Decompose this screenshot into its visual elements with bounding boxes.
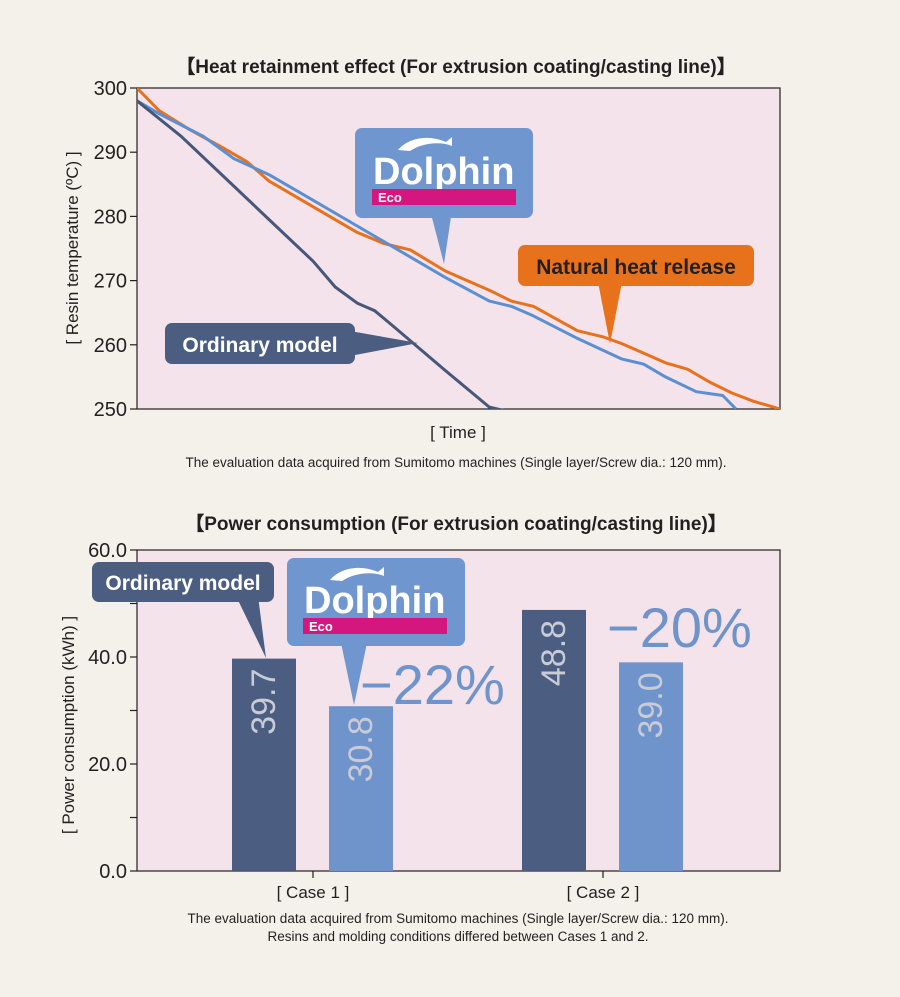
line-series-dolphin-eco [137,99,738,409]
dolphin-callout-pointer [430,210,452,264]
reduction-case-2: −20% [607,596,752,659]
natural-callout-pointer [598,282,622,344]
chart2-y-tick-label: 60.0 [88,540,127,562]
chart1-y-tick-label: 270 [94,271,127,293]
dolphin-callout-2-pointer [340,638,368,705]
chart1-lines [137,88,780,409]
eco-bar-2 [303,618,447,634]
chart1-y-tick-label: 280 [94,206,127,228]
chart1-y-tick-label: 260 [94,335,127,357]
eco-text: Eco [378,190,402,205]
dolphin-logo-text: Dolphin [373,151,514,193]
chart1-y-tick-label: 300 [94,78,127,100]
chart2-note-line-2: Resins and molding conditions differed b… [268,929,649,944]
chart2-title: 【Power consumption (For extrusion coatin… [185,512,727,535]
bar-value-label: 48.8 [535,620,573,686]
chart2-category-label: [ Case 2 ] [567,883,640,902]
line-series-natural-heat-release [137,88,780,409]
eco-bar [372,189,516,205]
eco-text-2: Eco [309,619,333,634]
ordinary-callout-2-label: Ordinary model [105,572,260,595]
chart1-x-axis-label: [ Time ] [430,423,486,442]
natural-heat-release-callout: Natural heat release [518,245,754,344]
bar-dolphin-case-1 [329,706,393,871]
ordinary-model-callout: Ordinary model [165,323,418,364]
dolphin-eco-callout: Dolphin Eco [355,128,533,264]
chart1-title: 【Heat retainment effect (For extrusion c… [176,55,736,78]
chart2-note-line-1: The evaluation data acquired from Sumito… [188,911,729,926]
chart1-y-tick-label: 290 [94,142,127,164]
chart2-y-axis-label: [ Power consumption (kWh) ] [59,616,78,834]
bar-value-label: 39.0 [632,672,670,738]
chart2-y-axis: 0.0 20.0 40.0 60.0 [88,540,137,883]
bar-dolphin-case-2 [619,662,683,871]
ordinary-callout-2-box [92,562,274,602]
bar-value-label: 30.8 [342,716,380,782]
dolphin-jump-icon [398,137,452,151]
bar-value-label: 39.7 [245,669,283,735]
ordinary-callout-label: Ordinary model [182,334,337,357]
dolphin-logo-text-2: Dolphin [304,580,445,622]
chart1-y-axis-label: [ Resin temperature (ºC) ] [63,151,82,344]
dolphin-jump-icon-2 [330,567,384,581]
reduction-case-1: −22% [360,653,505,716]
ordinary-model-callout-2: Ordinary model [92,562,274,658]
chart1-y-axis: 300 290 280 270 260 250 [94,78,137,421]
bar-ordinary-case-1 [232,658,296,871]
chart2-y-tick-label: 20.0 [88,754,127,776]
chart2-y-tick-label: 40.0 [88,647,127,669]
chart2-category-label: [ Case 1 ] [277,883,350,902]
ordinary-callout-box [165,323,355,364]
bar-ordinary-case-2 [522,609,586,871]
chart1-note: The evaluation data acquired from Sumito… [186,455,727,470]
natural-callout-label: Natural heat release [536,256,736,279]
chart2-y-tick-label: 0.0 [99,861,127,883]
ordinary-callout-pointer [350,331,418,356]
chart2-bars: [ Case 1 ] 39.7 30.8 [ Case 2 ] 48.8 39.0 [232,609,683,902]
ordinary-callout-2-pointer [236,596,266,658]
chart1-y-tick-label: 250 [94,399,127,421]
dolphin-eco-callout-2: Dolphin Eco [287,558,465,705]
line-series-ordinary-model [137,99,505,409]
natural-callout-box [518,245,754,286]
